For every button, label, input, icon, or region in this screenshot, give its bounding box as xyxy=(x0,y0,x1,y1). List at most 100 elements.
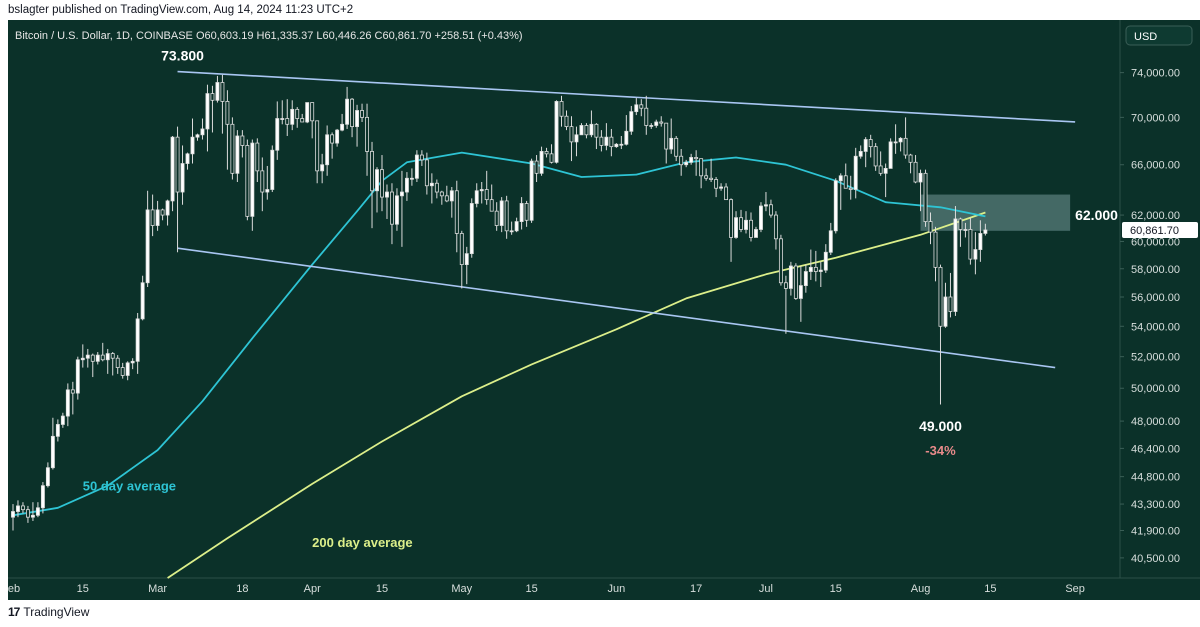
candle-body xyxy=(80,357,85,361)
candle-body xyxy=(140,282,145,320)
currency-button[interactable]: USD xyxy=(1125,25,1193,46)
x-tick-label: Jun xyxy=(607,583,625,595)
candle xyxy=(689,153,694,165)
candle-body xyxy=(744,219,748,230)
chart-area[interactable]: 73.800 62.000 49.000 -34% 50 day average 200 … xyxy=(0,20,1200,600)
y-tick-label: 46,400.00 xyxy=(1131,443,1180,455)
candle xyxy=(429,173,434,204)
candle-body xyxy=(110,353,115,359)
x-tick-label: 15 xyxy=(77,583,89,595)
candle-body xyxy=(30,514,35,518)
candle xyxy=(878,151,883,176)
candle-body xyxy=(150,209,155,226)
resistance-zone xyxy=(920,194,1071,231)
candle xyxy=(469,198,474,258)
candle-body xyxy=(295,108,300,119)
candle-body xyxy=(55,424,60,437)
candle-body xyxy=(434,182,439,193)
candle xyxy=(589,110,594,138)
candle-body xyxy=(968,229,973,260)
candle xyxy=(714,177,719,198)
candle xyxy=(230,117,235,180)
candle-body xyxy=(614,143,619,148)
candle-body xyxy=(973,249,978,260)
candle xyxy=(674,135,679,162)
candle-body xyxy=(95,354,100,362)
candle-body xyxy=(240,135,245,146)
y-tick-label: 66,000.00 xyxy=(1131,160,1180,172)
candle xyxy=(355,104,360,147)
candle xyxy=(494,202,499,231)
candle xyxy=(215,75,220,103)
candle-body xyxy=(893,141,898,144)
candle-body xyxy=(250,142,255,217)
candle-body xyxy=(275,118,280,151)
candlestick-chart[interactable]: 73.800 62.000 49.000 -34% 50 day average 200 … xyxy=(0,20,1200,600)
candle xyxy=(135,312,140,374)
candle xyxy=(145,190,150,288)
candle xyxy=(614,143,619,148)
candle-body xyxy=(773,214,778,240)
y-tick-label: 74,000.00 xyxy=(1131,68,1180,80)
candle xyxy=(395,188,399,231)
candle xyxy=(409,168,414,186)
candle xyxy=(95,352,100,365)
candle-body xyxy=(265,189,270,193)
candle xyxy=(953,206,958,316)
time-scale[interactable] xyxy=(8,578,1200,600)
candle-body xyxy=(70,389,75,394)
candle-body xyxy=(569,126,574,143)
candle xyxy=(923,169,928,227)
candle xyxy=(325,125,330,176)
candle xyxy=(644,95,649,135)
candle-body xyxy=(325,134,330,166)
candle xyxy=(110,352,115,376)
candle-body xyxy=(764,204,768,207)
candle xyxy=(80,344,85,368)
candle xyxy=(474,183,479,208)
candle-body xyxy=(584,125,589,136)
candle-body xyxy=(938,266,943,327)
candle-body xyxy=(674,137,679,157)
candle-body xyxy=(883,168,888,174)
candle xyxy=(509,221,514,235)
candle xyxy=(734,211,738,239)
candle xyxy=(235,130,240,182)
candle xyxy=(360,103,364,122)
candle xyxy=(729,198,733,262)
candle-body xyxy=(813,266,818,272)
candle-body xyxy=(115,357,120,368)
price-scale[interactable] xyxy=(1120,20,1200,578)
candle xyxy=(604,123,609,151)
candle-body xyxy=(684,161,689,166)
candle-body xyxy=(928,221,933,233)
candle-body xyxy=(694,157,699,160)
candle xyxy=(220,74,225,134)
candle xyxy=(599,130,604,152)
candle xyxy=(908,153,913,174)
candle-body xyxy=(534,160,539,174)
candle-body xyxy=(913,161,918,183)
candle xyxy=(464,246,469,285)
y-tick-label: 56,000.00 xyxy=(1131,292,1180,304)
candle-body xyxy=(330,134,335,144)
candle xyxy=(270,145,275,193)
candle-layer xyxy=(11,74,988,531)
candle xyxy=(704,168,709,181)
candle-body xyxy=(873,146,878,167)
candle-body xyxy=(749,219,753,238)
candle-body xyxy=(459,233,464,266)
candle xyxy=(21,502,25,514)
candle xyxy=(50,417,55,470)
candle-body xyxy=(704,175,709,179)
candle-body xyxy=(130,360,135,364)
x-tick-label: 15 xyxy=(376,583,388,595)
candle xyxy=(549,144,554,164)
candle xyxy=(165,199,170,226)
candle-body xyxy=(260,170,265,193)
candle xyxy=(709,158,714,182)
upper-trendline xyxy=(177,70,1076,123)
candle xyxy=(519,197,524,230)
lower-trendline xyxy=(177,247,1056,369)
candle xyxy=(823,244,828,273)
